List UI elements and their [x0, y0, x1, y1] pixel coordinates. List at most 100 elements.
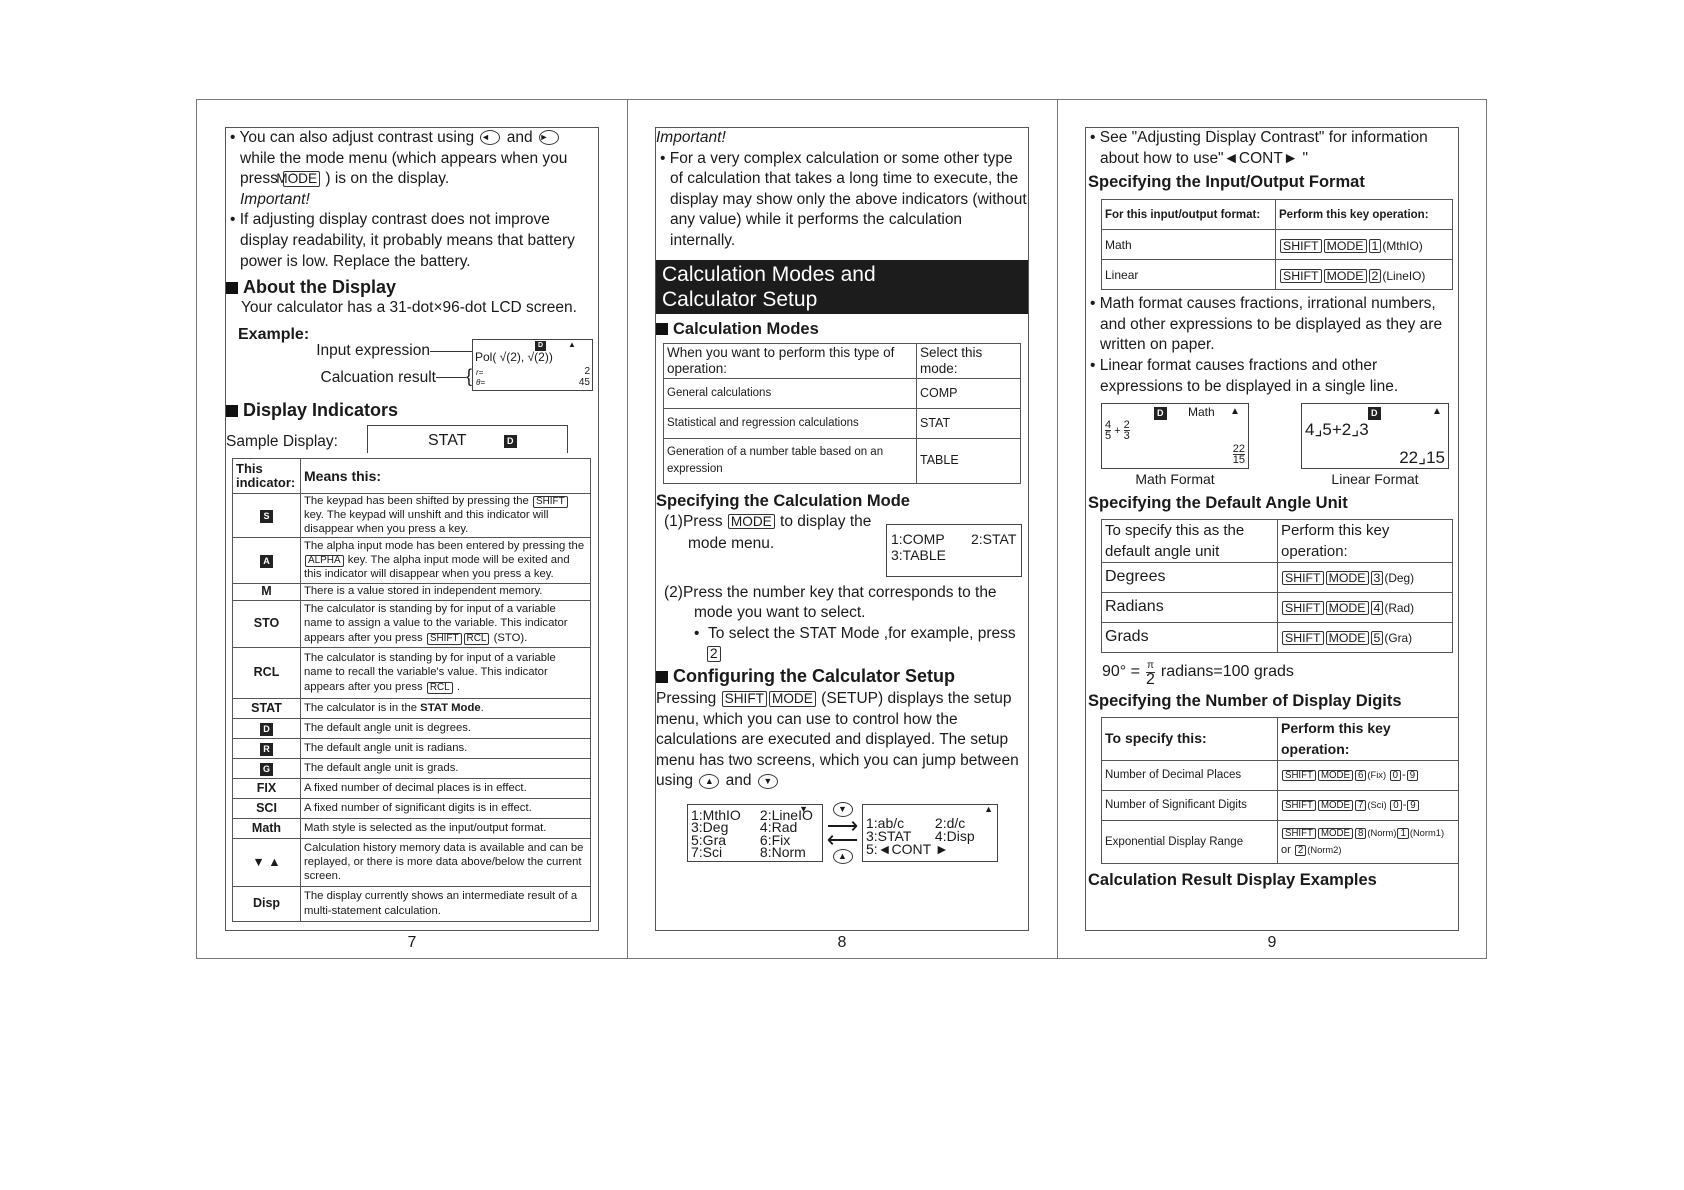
key-9: 9 — [1407, 799, 1419, 812]
description-cell: The keypad has been shifted by pressing … — [300, 492, 591, 538]
table-row: D The default angle unit is degrees. — [232, 717, 591, 739]
column-header: Perform this key operation: — [1277, 518, 1453, 563]
text-segment: The alpha input mode has been entered by… — [304, 539, 585, 552]
table-row: S The keypad has been shifted by pressing… — [232, 492, 591, 538]
lcd-row: 1:ab/c 2:d/c — [866, 814, 994, 831]
lcd-item: 8:Norm — [759, 844, 806, 861]
up-arrow-indicator-icon: ▲ — [1230, 406, 1240, 418]
setup-text: Pressing SHIFT MODE (SETUP) displays the … — [656, 689, 1028, 792]
table-row: SCI A fixed number of significant digits … — [232, 797, 591, 819]
indicator-label: SCI — [256, 800, 277, 815]
step-1-cont: mode menu. — [688, 535, 775, 553]
calculation-result-label: Calcuation result{ — [320, 365, 472, 386]
down-arrow-key-icon: ▼ — [832, 801, 853, 817]
operation-cell: Statistical and regression calculations — [663, 407, 917, 439]
square-bullet-icon — [656, 670, 668, 683]
indicator-cell: RCL — [232, 646, 301, 699]
indicator-label: ▼ ▲ — [252, 854, 281, 869]
specify-mode-heading: Specifying the Calculation Mode — [656, 491, 910, 510]
key-mode: MODE — [1317, 827, 1353, 840]
key-mode: MODE — [276, 171, 321, 187]
table-header-row: To specify this as the default angle uni… — [1101, 518, 1453, 563]
table-row: Disp The display currently shows an inter… — [232, 885, 591, 922]
indicator-g-icon: G — [259, 762, 273, 776]
key-0: 0 — [1390, 799, 1402, 812]
io-format-heading: Specifying the Input/Output Format — [1088, 173, 1365, 192]
key-shift: SHIFT — [1282, 631, 1324, 646]
bold-text: STAT Mode — [420, 701, 481, 714]
column-header: For this input/output format: — [1101, 199, 1276, 231]
key-shift: SHIFT — [721, 690, 767, 707]
text-segment: Pressing — [656, 689, 721, 707]
key-4: 4 — [1370, 601, 1384, 616]
lcd-item: 1:COMP — [891, 530, 945, 547]
key-shift: SHIFT — [532, 495, 568, 508]
label-cell: Number of Significant Digits — [1101, 789, 1278, 821]
text-segment: The calculator is standing by for input … — [304, 652, 556, 693]
lcd-item: 2:LineIO — [759, 806, 813, 823]
battery-tip: • If adjusting display contrast does not… — [230, 211, 575, 270]
table-row: Grads SHIFT MODE 5 (Gra) — [1101, 621, 1453, 653]
text-segment: Calculation history memory data is avail… — [304, 841, 584, 883]
key-mode: MODE — [768, 690, 816, 707]
indicator-cell: SCI — [232, 797, 301, 819]
key-operation-cell: SHIFT MODE 7 (Sci) 0-9 — [1277, 789, 1459, 821]
indicator-cell: G — [232, 757, 301, 779]
text-segment: The display currently shows an intermedi… — [304, 890, 578, 917]
rich-text: Pressing SHIFT MODE (SETUP) displays the … — [656, 690, 1019, 789]
setup-screens-row: 1:MthIO 2:LineIO 3:Deg 4:Rad 5:Gra 6:Fix 7:Sci… — [656, 801, 1028, 864]
angle-unit-heading: Specifying the Default Angle Unit — [1088, 493, 1348, 512]
page-number: 7 — [407, 934, 417, 951]
indicator-cell: M — [232, 582, 301, 601]
lcd-row: 3:Deg 4:Rad — [691, 821, 819, 834]
indicator-r-icon: R — [260, 742, 273, 756]
column-header: When you want to perform this type of op… — [663, 342, 917, 379]
page-number: 8 — [837, 934, 847, 951]
lcd-item: 6:Fix — [759, 831, 791, 848]
screen-switch: ▼ ⟶ ⟵ ▲ — [823, 801, 862, 864]
degree-indicator-icon: D — [1368, 407, 1381, 421]
key-shift: SHIFT — [426, 632, 462, 645]
mode-menu-lcd: 1:COMP 2:STAT 3:TABLE — [886, 523, 1022, 577]
key-mode: MODE — [1325, 571, 1369, 586]
text-segment: and — [721, 772, 756, 790]
table-row: R The default angle unit is radians. — [232, 737, 591, 759]
description-cell: The calculator is standing by for input … — [300, 599, 591, 648]
key-rcl: RCL — [463, 632, 490, 645]
lcd-item: 7:Sci — [691, 844, 723, 861]
key-mode: MODE — [1323, 268, 1367, 283]
example-row: Input expression Calcuation result{ D ▲ … — [226, 338, 598, 391]
column-header: Perform this key operation: — [1275, 199, 1453, 231]
description-cell: The default angle unit is grads. — [300, 757, 591, 779]
text-segment: . — [480, 701, 484, 714]
angle-unit-table: To specify this as the default angle uni… — [1101, 518, 1453, 653]
indicator-cell: S — [232, 492, 301, 538]
text-segment: ) is on the display. — [321, 170, 450, 188]
stat-indicator: STAT — [428, 431, 467, 449]
key-alpha: ALPHA — [305, 554, 344, 567]
lcd-item: 2:STAT — [971, 530, 1017, 547]
theta-label: θ= — [476, 377, 486, 387]
lcd-item: 1:MthIO — [691, 806, 741, 823]
lcd-item: 5:◄CONT ► — [866, 840, 949, 857]
key-operation-cell: SHIFT MODE 6 (Fix) 0-9 — [1277, 759, 1459, 791]
lcd-row: 5:◄CONT ► — [866, 840, 994, 857]
key-label: (Deg) — [1384, 571, 1415, 586]
linear-format-lcd: D ▲ 4⌟5+2⌟3 22⌟15 — [1301, 403, 1449, 470]
table-header-row: To specify this: Perform this key operati… — [1101, 716, 1459, 761]
lcd-row: 5:Gra 6:Fix — [691, 831, 819, 848]
lcd-expression: 4⌟5+2⌟3 — [1305, 420, 1369, 440]
description-cell: The display currently shows an intermedi… — [300, 885, 591, 922]
description-cell: The alpha input mode has been entered by… — [300, 536, 591, 584]
description-cell: The default angle unit is radians. — [300, 737, 591, 759]
key-rcl: RCL — [426, 681, 453, 694]
lcd-item: 1:ab/c — [866, 814, 905, 831]
up-arrow-key-icon: ▲ — [699, 773, 720, 789]
text-segment: key. The keypad will unshift and this in… — [304, 509, 549, 536]
indicator-cell: Disp — [232, 885, 301, 922]
rich-text: (1)Press MODE to display the — [664, 513, 871, 530]
key-5: 5 — [1370, 631, 1384, 646]
io-format-table: For this input/output format: Perform thi… — [1101, 199, 1453, 291]
column-header: To specify this: — [1101, 716, 1278, 761]
